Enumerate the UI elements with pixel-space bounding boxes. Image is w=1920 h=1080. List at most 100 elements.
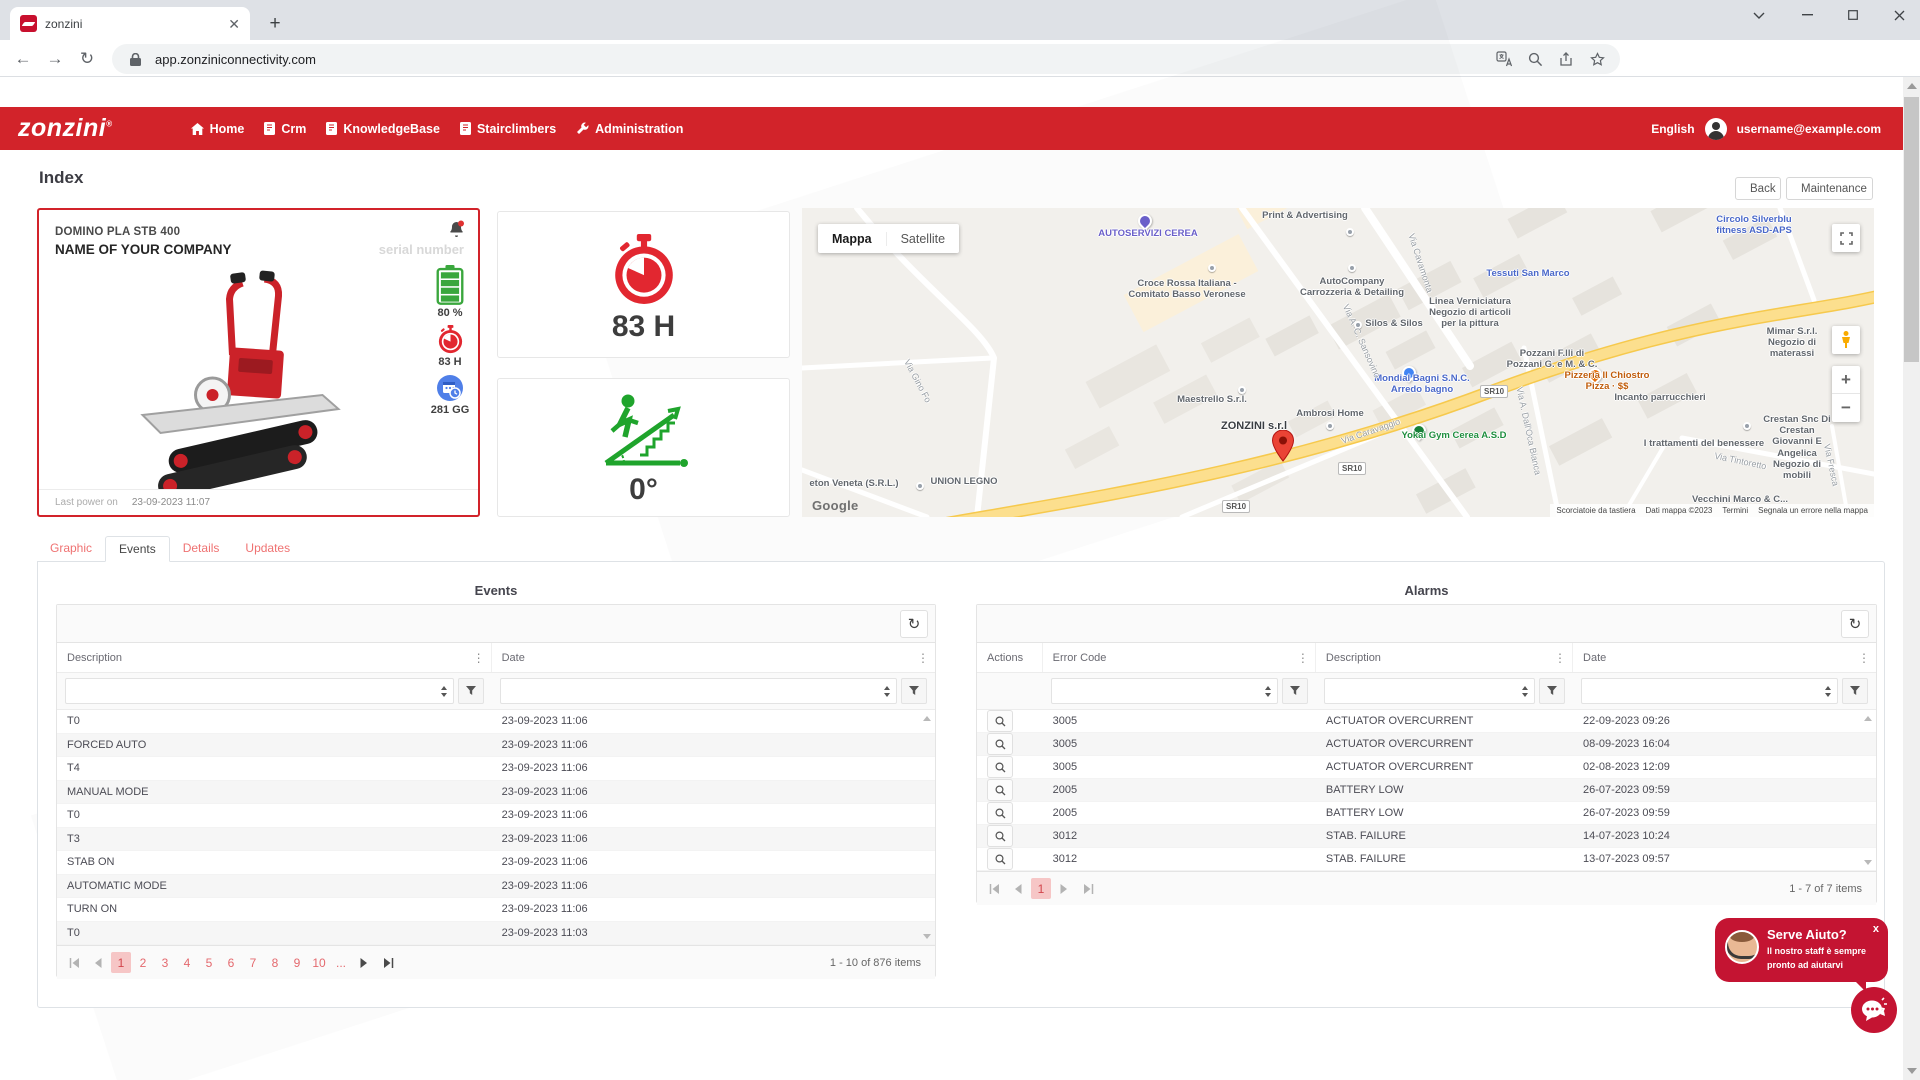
map-label[interactable]: Circolo Silverblu fitness ASD-APS xyxy=(1716,214,1792,237)
map-label[interactable]: eton Veneta (S.R.L.) xyxy=(809,478,899,489)
poi-pin[interactable] xyxy=(1354,321,1362,329)
page-number[interactable]: 1 xyxy=(111,952,131,973)
map-label[interactable]: Maestrello S.r.l. xyxy=(1177,394,1247,405)
page-number[interactable]: 3 xyxy=(161,955,169,970)
grid-scroll-up-icon[interactable] xyxy=(1864,716,1872,721)
poi-pin[interactable] xyxy=(1743,422,1751,430)
attr-shortcuts[interactable]: Scorciatoie da tastiera xyxy=(1556,506,1636,515)
map-label[interactable]: Incanto parrucchieri xyxy=(1614,392,1706,403)
fullscreen-button[interactable] xyxy=(1832,224,1860,252)
page-number[interactable]: 8 xyxy=(271,955,279,970)
alarm-row[interactable]: 2005 BATTERY LOW 26-07-2023 09:59 xyxy=(977,802,1876,825)
address-bar[interactable]: app.zonziniconnectivity.com xyxy=(112,44,1620,74)
page-scrollbar[interactable] xyxy=(1903,77,1920,1080)
poi-pin[interactable] xyxy=(1346,228,1354,236)
nav-stairclimbers[interactable]: Stairclimbers xyxy=(459,122,556,136)
chat-launcher-button[interactable] xyxy=(1851,987,1897,1033)
event-row[interactable]: T0 23-09-2023 11:06 xyxy=(57,710,935,734)
page-number[interactable]: 1 xyxy=(1031,878,1051,899)
grid-scroll-up-icon[interactable] xyxy=(923,716,931,721)
map-label[interactable]: Vecchini Marco & C... xyxy=(1691,494,1789,505)
map-label[interactable]: Pozzani F.lli di Pozzani G. e M. & C. xyxy=(1506,348,1598,371)
pegman-button[interactable] xyxy=(1832,326,1860,354)
page-number[interactable]: 6 xyxy=(227,955,235,970)
page-number[interactable]: 4 xyxy=(183,955,191,970)
window-maximize-button[interactable] xyxy=(1832,0,1874,30)
prev-page-icon[interactable] xyxy=(1007,878,1029,900)
browser-forward-icon[interactable]: → xyxy=(46,49,64,68)
map-label[interactable]: Mimar S.r.l. Negozio di materassi xyxy=(1766,326,1818,360)
tab-updates[interactable]: Updates xyxy=(245,541,291,555)
first-page-icon[interactable] xyxy=(983,878,1005,900)
refresh-button[interactable]: ↻ xyxy=(1841,610,1869,638)
alarm-row[interactable]: 3012 STAB. FAILURE 13-07-2023 09:57 xyxy=(977,848,1876,871)
map-label[interactable]: AUTOSERVIZI CEREA xyxy=(1098,228,1198,239)
column-menu-icon[interactable]: ⋮ xyxy=(1296,650,1309,665)
description-filter-input[interactable] xyxy=(1323,678,1536,704)
satellite-button[interactable]: Satellite xyxy=(885,231,959,246)
nav-crm[interactable]: Crm xyxy=(264,122,306,136)
map-button[interactable]: Mappa xyxy=(832,231,872,246)
view-alarm-button[interactable] xyxy=(987,825,1013,847)
chat-bubble[interactable]: Serve Aiuto? Il nostro staff è sempre pr… xyxy=(1715,918,1888,992)
alarm-row[interactable]: 3012 STAB. FAILURE 14-07-2023 10:24 xyxy=(977,825,1876,848)
bookmark-star-icon[interactable] xyxy=(1586,48,1608,70)
scroll-up-icon[interactable] xyxy=(1907,83,1917,89)
map-label[interactable]: Crestan Snc Di Crestan Giovanni E Angeli… xyxy=(1763,414,1831,482)
event-row[interactable]: STAB ON 23-09-2023 11:06 xyxy=(57,851,935,875)
map-label[interactable]: I trattamenti del benessere xyxy=(1643,438,1765,449)
page-more[interactable]: ... xyxy=(335,955,346,970)
share-icon[interactable] xyxy=(1555,48,1577,70)
page-number[interactable]: 9 xyxy=(293,955,301,970)
map-label[interactable]: Print & Advertising xyxy=(1262,210,1348,221)
user-avatar-icon[interactable] xyxy=(1704,117,1727,140)
zonzini-marker-pin[interactable] xyxy=(1272,430,1294,462)
page-number[interactable]: 2 xyxy=(139,955,147,970)
user-email[interactable]: username@example.com xyxy=(1736,121,1881,136)
event-row[interactable]: AUTOMATIC MODE 23-09-2023 11:06 xyxy=(57,874,935,898)
map-label[interactable]: Mondial Bagni S.N.C. Arredo bagno xyxy=(1374,373,1470,396)
google-logo[interactable]: Google xyxy=(812,498,859,513)
spinner-icons[interactable] xyxy=(1821,681,1835,701)
nav-administration[interactable]: Administration xyxy=(576,122,683,136)
alarm-row[interactable]: 3005 ACTUATOR OVERCURRENT 08-09-2023 16:04 xyxy=(977,733,1876,756)
description-filter-input[interactable] xyxy=(65,678,454,704)
event-row[interactable]: MANUAL MODE 23-09-2023 11:06 xyxy=(57,780,935,804)
event-row[interactable]: T4 23-09-2023 11:06 xyxy=(57,757,935,781)
tab-events[interactable]: Events xyxy=(105,536,170,562)
column-header-date[interactable]: Date ⋮ xyxy=(501,650,929,665)
date-filter-input[interactable] xyxy=(499,678,897,704)
event-row[interactable]: FORCED AUTO 23-09-2023 11:06 xyxy=(57,733,935,757)
zoom-in-button[interactable]: + xyxy=(1832,366,1860,394)
code-filter-input[interactable] xyxy=(1050,678,1278,704)
column-header-description[interactable]: Description ⋮ xyxy=(1316,643,1574,672)
filter-button[interactable] xyxy=(1842,678,1868,704)
poi-pin[interactable] xyxy=(916,482,924,490)
map-label[interactable]: UNION LEGNO xyxy=(930,476,998,487)
filter-button[interactable] xyxy=(457,678,484,704)
zonzini-map-label[interactable]: ZONZINI s.r.l xyxy=(1220,420,1288,432)
column-header-description[interactable]: Description ⋮ xyxy=(57,643,492,672)
column-header-code[interactable]: Error Code ⋮ xyxy=(1043,643,1316,672)
window-menu-chevron-icon[interactable] xyxy=(1738,0,1780,30)
event-row[interactable]: T0 23-09-2023 11:06 xyxy=(57,804,935,828)
filter-button[interactable] xyxy=(1281,678,1308,704)
map-label[interactable]: Pizzeria Il Chiostro Pizza · $$ xyxy=(1564,370,1650,393)
browser-tab[interactable]: zonzini ✕ xyxy=(10,7,250,40)
chat-close-icon[interactable]: x xyxy=(1872,923,1879,935)
alarm-row[interactable]: 3005 ACTUATOR OVERCURRENT 22-09-2023 09:26 xyxy=(977,710,1876,733)
attr-terms[interactable]: Termini xyxy=(1722,506,1749,515)
refresh-button[interactable]: ↻ xyxy=(900,610,928,638)
page-number[interactable]: 7 xyxy=(249,955,257,970)
scrollbar-thumb[interactable] xyxy=(1904,97,1919,362)
map-label[interactable]: Yokai Gym Cerea A.S.D xyxy=(1401,430,1507,441)
map-label[interactable]: Ambrosi Home xyxy=(1296,408,1364,419)
attr-report[interactable]: Segnala un errore nella mappa xyxy=(1758,506,1868,515)
view-alarm-button[interactable] xyxy=(987,779,1013,801)
spinner-icons[interactable] xyxy=(437,681,451,701)
tab-graphic[interactable]: Graphic xyxy=(50,541,93,555)
map-label[interactable]: Tessuti San Marco xyxy=(1486,268,1570,279)
language-link[interactable]: English xyxy=(1651,121,1695,136)
back-button[interactable]: Back xyxy=(1735,177,1781,200)
next-page-icon[interactable] xyxy=(1053,878,1075,900)
